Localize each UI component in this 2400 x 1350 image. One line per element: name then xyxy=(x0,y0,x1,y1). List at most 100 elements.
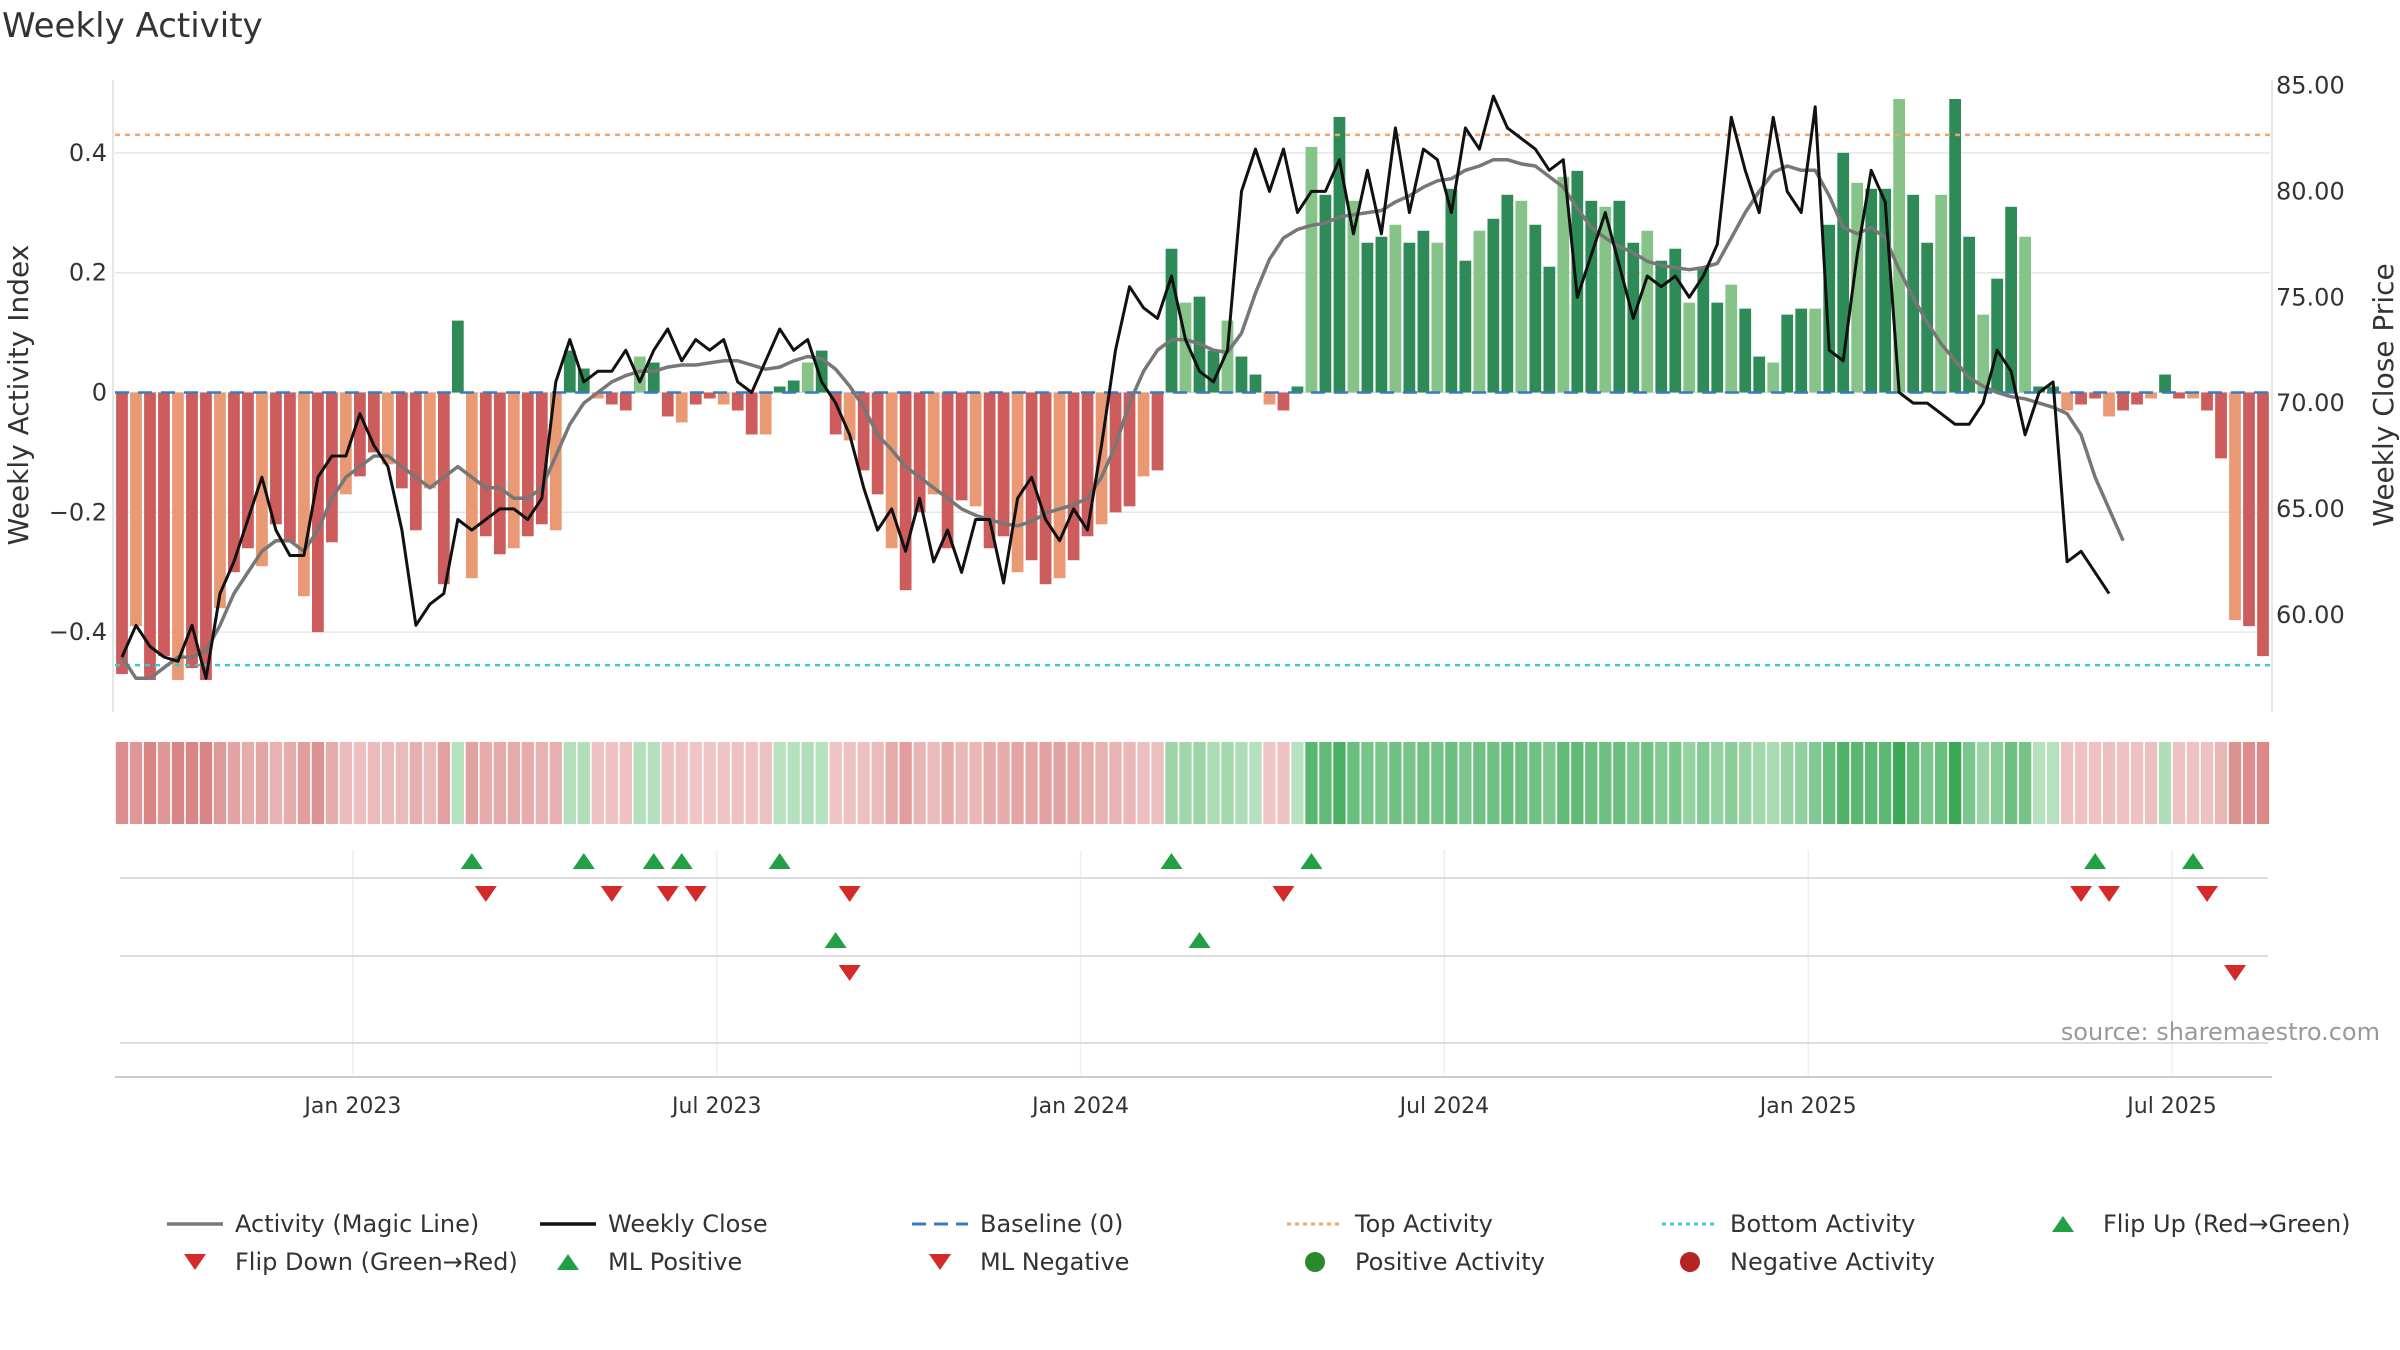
activity-bar xyxy=(451,320,464,393)
activity-bar xyxy=(130,392,142,627)
heat-strip-cell xyxy=(283,742,297,824)
activity-bar xyxy=(689,392,702,405)
activity-bar xyxy=(1221,320,1234,393)
heat-strip-cell xyxy=(493,742,506,824)
heat-strip-cell xyxy=(1165,742,1178,824)
activity-bar xyxy=(1081,392,1094,537)
heat-strip-cell xyxy=(185,742,199,824)
activity-bar xyxy=(521,392,534,537)
activity-bar xyxy=(1711,302,1724,393)
activity-bar xyxy=(1109,392,1122,513)
activity-bar xyxy=(1165,248,1178,393)
activity-bar xyxy=(997,392,1010,537)
heat-strip-cell xyxy=(1515,742,1528,824)
heat-strip-cell xyxy=(1305,742,1318,824)
activity-bar xyxy=(2033,386,2045,393)
activity-bar xyxy=(1767,362,1780,393)
heat-strip-cell xyxy=(129,742,143,824)
x-tick-label: Jan 2023 xyxy=(302,1094,401,1119)
flip-up-marker xyxy=(670,853,693,869)
activity-bar xyxy=(787,380,800,393)
flip-up-marker xyxy=(1300,853,1323,869)
activity-bar xyxy=(1305,146,1318,393)
activity-bars xyxy=(116,98,2269,681)
activity-bar xyxy=(1683,302,1696,393)
activity-bar xyxy=(619,392,632,411)
heat-strip-cell xyxy=(801,742,814,824)
activity-bar xyxy=(941,392,954,549)
activity-bar xyxy=(535,392,548,525)
y2-tick-label: 85.00 xyxy=(2276,72,2345,100)
heat-strip-cell xyxy=(955,742,968,824)
heat-strip-cell xyxy=(1501,742,1514,824)
activity-bar xyxy=(1179,302,1192,393)
activity-bar xyxy=(1515,200,1528,393)
heat-strip-cell xyxy=(157,742,171,824)
heat-strip-cell xyxy=(1851,742,1864,824)
y-tick-label: 0.2 xyxy=(69,259,107,287)
ml-positive-marker xyxy=(824,932,847,948)
activity-bar xyxy=(1277,392,1290,411)
heat-strip-cell xyxy=(1907,742,1920,824)
y2-axis-label: Weekly Close Price xyxy=(2367,263,2400,526)
heat-strip-cell xyxy=(479,742,492,824)
heat-strip-cell xyxy=(1459,742,1472,824)
activity-bar xyxy=(1487,218,1500,393)
heat-strip-cell xyxy=(1948,742,1962,824)
flip-up-marker xyxy=(768,853,791,869)
activity-bar xyxy=(2005,206,2017,393)
activity-bar xyxy=(1921,242,1934,393)
heat-strip-cell xyxy=(605,742,618,824)
activity-bar xyxy=(983,392,996,549)
heat-strip-cell xyxy=(1193,742,1206,824)
activity-bar xyxy=(1347,200,1360,393)
activity-bar xyxy=(116,392,128,675)
flip-down-marker xyxy=(1272,886,1295,902)
flip-down-marker xyxy=(684,886,707,902)
activity-bar xyxy=(395,392,408,489)
heat-strip-cell xyxy=(395,742,409,824)
activity-bar xyxy=(1151,392,1164,471)
heat-strip-cell xyxy=(2032,742,2046,824)
heat-strip-cell xyxy=(423,742,437,824)
x-tick-label: Jan 2024 xyxy=(1030,1094,1129,1119)
activity-bar xyxy=(759,392,772,435)
activity-bar xyxy=(172,392,184,681)
heat-strip-cell xyxy=(1781,742,1794,824)
magic-line xyxy=(120,157,2125,681)
activity-bar xyxy=(312,392,324,633)
heat-strip-cell xyxy=(633,742,646,824)
heat-strip-cell xyxy=(507,742,520,824)
activity-bar xyxy=(829,392,842,435)
heat-strip-cell xyxy=(1235,742,1248,824)
heat-strip-cell xyxy=(577,742,590,824)
flip-up-marker xyxy=(2182,853,2205,869)
heat-strip-cell xyxy=(549,742,562,824)
heat-strip-cell xyxy=(1683,742,1696,824)
activity-bar xyxy=(479,392,492,537)
activity-bar xyxy=(661,392,674,417)
heat-strip-cell xyxy=(675,742,688,824)
activity-bar xyxy=(2243,392,2255,627)
activity-bar xyxy=(1655,260,1668,393)
source-label: source: sharemaestro.com xyxy=(2061,1018,2380,1046)
x-tick-label: Jul 2023 xyxy=(670,1094,762,1119)
activity-bar xyxy=(927,392,940,495)
heat-strip-cell xyxy=(2102,742,2116,824)
heat-strip-cell xyxy=(1333,742,1346,824)
heat-strip-cell xyxy=(1123,742,1136,824)
heat-strip-cell xyxy=(2144,742,2158,824)
activity-bar xyxy=(563,350,576,393)
activity-bar xyxy=(1375,236,1388,393)
activity-bar xyxy=(1529,224,1542,393)
signal-markers xyxy=(460,853,2247,981)
heat-strip-cell xyxy=(2256,742,2270,824)
heat-strip-cell xyxy=(241,742,255,824)
activity-bar xyxy=(2201,392,2213,411)
heat-strip-cell xyxy=(171,742,185,824)
heat-strip-cell xyxy=(787,742,800,824)
heat-strip-cell xyxy=(2172,742,2186,824)
heat-strip-cell xyxy=(1151,742,1164,824)
heat-strip-cell xyxy=(1221,742,1234,824)
heat-strip-cell xyxy=(717,742,730,824)
